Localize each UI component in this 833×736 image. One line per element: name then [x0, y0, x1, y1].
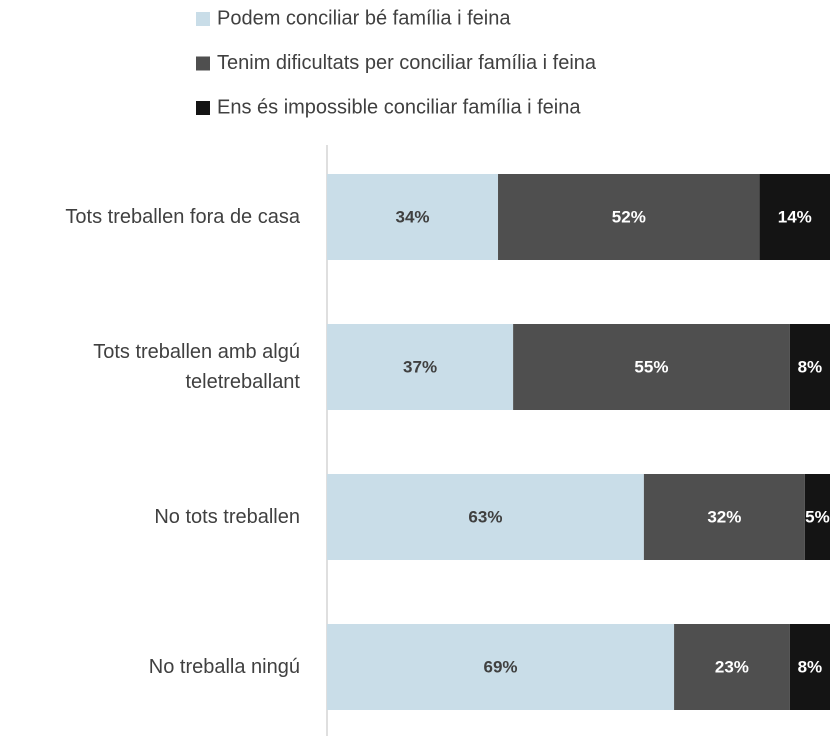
- bar-segment: [789, 324, 830, 410]
- legend-swatch: [196, 101, 210, 115]
- value-label: 23%: [715, 657, 749, 676]
- bar-segment: [327, 624, 675, 710]
- bar-segment: [643, 474, 805, 560]
- bar-segment: [759, 174, 830, 260]
- bar-segment: [327, 324, 514, 410]
- legend-label: Tenim dificultats per conciliar família …: [217, 52, 597, 74]
- value-label: 55%: [634, 357, 668, 376]
- bar-segment: [789, 624, 830, 710]
- value-label: 63%: [468, 507, 502, 526]
- bar-segment: [327, 474, 644, 560]
- category-label: No treballa ningú: [148, 656, 300, 678]
- bar-segment: [674, 624, 790, 710]
- value-label: 8%: [798, 657, 823, 676]
- bar-segment: [498, 174, 760, 260]
- category-label: No tots treballen: [154, 506, 300, 528]
- value-label: 69%: [484, 657, 518, 676]
- legend-swatch: [196, 56, 210, 71]
- legend-label: Ens és impossible conciliar família i fe…: [217, 96, 581, 118]
- value-label: 8%: [798, 357, 823, 376]
- value-label: 5%: [805, 507, 830, 526]
- bar-segment: [804, 474, 830, 560]
- bar-segment: [327, 174, 499, 260]
- value-label: 32%: [707, 507, 741, 526]
- legend-label: Podem conciliar bé família i feina: [217, 7, 511, 29]
- value-label: 34%: [395, 207, 429, 226]
- legend-swatch: [196, 12, 210, 26]
- value-label: 52%: [612, 207, 646, 226]
- bar-segment: [513, 324, 790, 410]
- value-label: 37%: [403, 357, 437, 376]
- category-label: Tots treballen fora de casa: [65, 206, 300, 228]
- value-label: 14%: [778, 207, 812, 226]
- category-label: Tots treballen amb algú teletreballant: [93, 341, 300, 393]
